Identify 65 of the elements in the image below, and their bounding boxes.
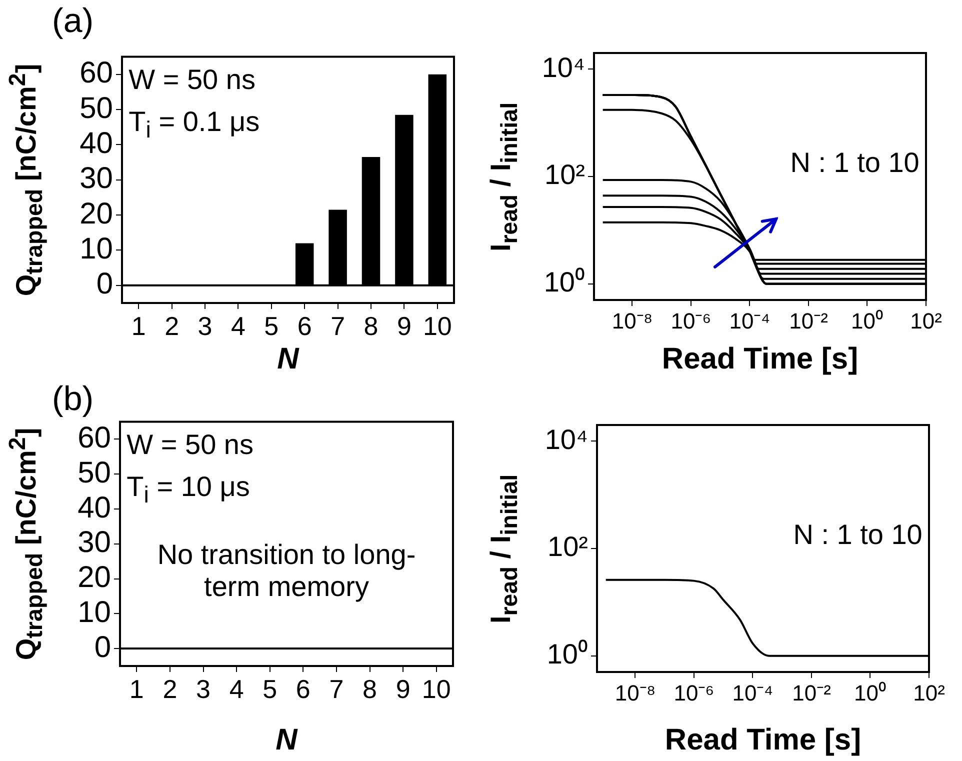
x-axis-title: Read Time [s]: [664, 723, 862, 756]
annotation: W = 50 ns: [128, 64, 256, 96]
x-tick-label: 10⁻⁶: [674, 680, 714, 706]
y-tick-label: 0: [96, 268, 113, 301]
y-tick-label: 10²: [544, 159, 585, 190]
annotation: No transition to long-term memory: [156, 539, 417, 604]
x-tick-label: 10⁻⁴: [732, 680, 774, 706]
x-tick-label: 1: [131, 310, 146, 341]
x-tick-label: 1: [129, 674, 144, 704]
x-tick-label: 10²: [913, 680, 945, 706]
x-tick-label: 10⁻⁶: [670, 308, 712, 334]
x-tick-label: 10⁰: [851, 308, 884, 334]
x-tick-label: 8: [364, 310, 378, 341]
y-tick-label: 20: [78, 561, 111, 594]
x-tick-label: 10⁻⁴: [729, 308, 770, 334]
x-tick-label: 6: [296, 674, 310, 704]
x-tick-label: 10: [422, 674, 451, 704]
y-tick-label: 40: [78, 491, 111, 524]
x-tick-label: 10⁻⁸: [612, 308, 653, 334]
x-tick-label: 3: [196, 674, 210, 704]
x-axis-title: Read Time [s]: [662, 342, 858, 376]
x-tick-label: 5: [262, 674, 278, 704]
x-tick-label: 3: [198, 310, 212, 341]
y-tick-label: 10: [78, 596, 111, 629]
y-tick-label: 10⁰: [544, 266, 585, 298]
x-tick-label: 9: [396, 674, 410, 704]
x-tick-label: 10⁻⁸: [614, 680, 656, 706]
x-axis-title: N: [276, 723, 299, 756]
annotation: T$_{i}$ = 10 μs: [126, 470, 250, 508]
x-tick-label: 2: [162, 674, 178, 704]
y-tick-label: 50: [78, 456, 111, 490]
y-tick-label: 10⁴: [544, 424, 588, 455]
y-tick-label: 40: [80, 126, 113, 160]
x-tick-label: 4: [229, 674, 244, 704]
annotation: N : 1 to 10: [790, 146, 920, 180]
y-tick-label: 0: [94, 630, 111, 664]
x-tick-label: 10⁰: [854, 680, 886, 706]
annotation: N : 1 to 10: [793, 518, 922, 552]
x-tick-label: 10⁻²: [789, 308, 828, 334]
x-tick-label: 10: [422, 310, 452, 341]
x-tick-label: 4: [230, 310, 246, 341]
chart-title: (b): [52, 380, 94, 418]
y-tick-label: 10: [80, 232, 113, 266]
y-tick-label: 20: [80, 197, 113, 230]
y-tick-label: 10⁰: [546, 638, 588, 670]
annotation: T$_{i}$ = 0.1 μs: [128, 106, 260, 144]
y-tick-label: 10⁴: [542, 52, 585, 83]
y-tick-label: 60: [80, 56, 113, 90]
x-tick-label: 2: [164, 310, 180, 341]
x-tick-label: 5: [264, 310, 279, 341]
x-tick-label: 7: [330, 310, 346, 341]
chart-title: (a): [52, 2, 94, 40]
x-tick-label: 7: [329, 674, 344, 704]
y-tick-label: 50: [80, 92, 113, 125]
x-tick-label: 10²: [910, 308, 942, 334]
y-tick-label: 30: [78, 526, 111, 560]
annotation: W = 50 ns: [126, 429, 254, 462]
x-tick-label: 9: [396, 310, 412, 341]
x-tick-label: 10⁻²: [792, 680, 831, 706]
x-tick-label: 6: [297, 310, 312, 341]
y-tick-label: 30: [80, 162, 113, 196]
x-axis-title: N: [277, 342, 300, 376]
y-tick-label: 60: [78, 422, 111, 455]
x-tick-label: 8: [362, 674, 377, 704]
y-tick-label: 10²: [548, 531, 588, 562]
